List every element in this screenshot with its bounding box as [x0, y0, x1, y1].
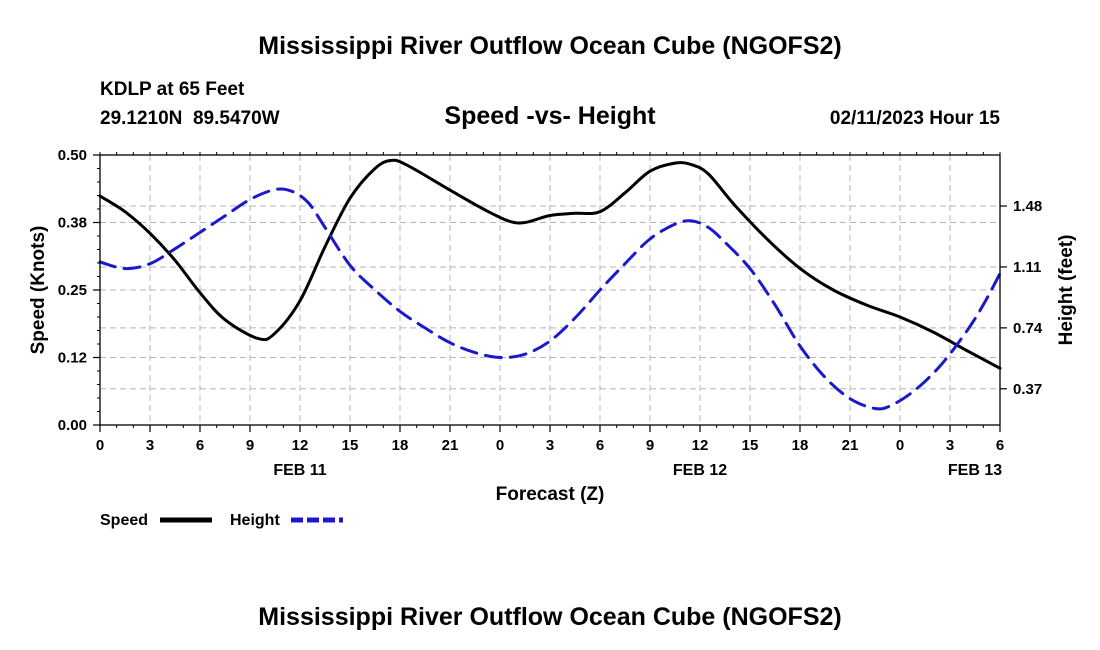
legend-speed-label: Speed	[100, 512, 148, 529]
x-axis-label: Forecast (Z)	[496, 484, 605, 505]
x-tick-label: 9	[646, 437, 654, 454]
y-right-tick-label: 1.11	[1013, 259, 1041, 276]
x-tick-label: 0	[496, 437, 504, 454]
x-tick-label: 21	[842, 437, 859, 454]
x-tick-label: 18	[392, 437, 409, 454]
chart-subtitle: Speed -vs- Height	[444, 102, 656, 130]
x-tick-label: 15	[742, 437, 759, 454]
axes: 0 3 6 9 12 15 18 21 0 3 6 9 12 15 18 21 0 3 6 FEB 11 FEB 12 F…	[58, 147, 1043, 479]
x-tick-label: 3	[546, 437, 554, 454]
legend-height-label: Height	[230, 512, 280, 529]
x-tick-label: 9	[246, 437, 254, 454]
y-axis-left-label: Speed (Knots)	[28, 226, 49, 355]
y-left-tick-label: 0.12	[58, 350, 87, 367]
x-tick-label: 3	[946, 437, 954, 454]
x-tick-label: 15	[342, 437, 359, 454]
x-tick-label: 12	[692, 437, 709, 454]
x-tick-label: 18	[792, 437, 809, 454]
y-left-tick-label: 0.25	[58, 282, 87, 299]
x-tick-label: 21	[442, 437, 459, 454]
x-tick-label: 0	[896, 437, 904, 454]
footer-title: Mississippi River Outflow Ocean Cube (NG…	[258, 603, 841, 631]
series-line-speed	[98, 158, 1002, 370]
timestamp-label: 02/11/2023 Hour 15	[830, 108, 1000, 129]
y-axis-right-label: Height (feet)	[1056, 235, 1077, 346]
y-right-tick-label: 0.74	[1013, 320, 1043, 337]
x-tick-label: 6	[196, 437, 204, 454]
date-label: FEB 12	[673, 462, 727, 479]
y-right-tick-label: 0.37	[1013, 381, 1042, 398]
legend: Speed Height	[100, 512, 343, 529]
series-line-height	[98, 187, 1002, 411]
x-tick-label: 6	[596, 437, 604, 454]
x-tick-label: 3	[146, 437, 154, 454]
y-left-tick-label: 0.00	[58, 417, 87, 434]
x-tick-label: 6	[996, 437, 1004, 454]
y-right-tick-label: 1.48	[1013, 198, 1042, 215]
chart-title: Mississippi River Outflow Ocean Cube (NG…	[258, 32, 841, 60]
date-label: FEB 13	[948, 462, 1002, 479]
location-label: 29.1210N 89.5470W	[100, 108, 280, 129]
y-left-tick-label: 0.50	[58, 147, 87, 164]
y-left-tick-label: 0.38	[58, 215, 87, 232]
station-label: KDLP at 65 Feet	[100, 79, 245, 100]
grid	[100, 155, 1000, 425]
x-tick-label: 12	[292, 437, 309, 454]
x-tick-label: 0	[96, 437, 104, 454]
date-label: FEB 11	[273, 462, 326, 479]
series-lines	[98, 158, 1002, 411]
